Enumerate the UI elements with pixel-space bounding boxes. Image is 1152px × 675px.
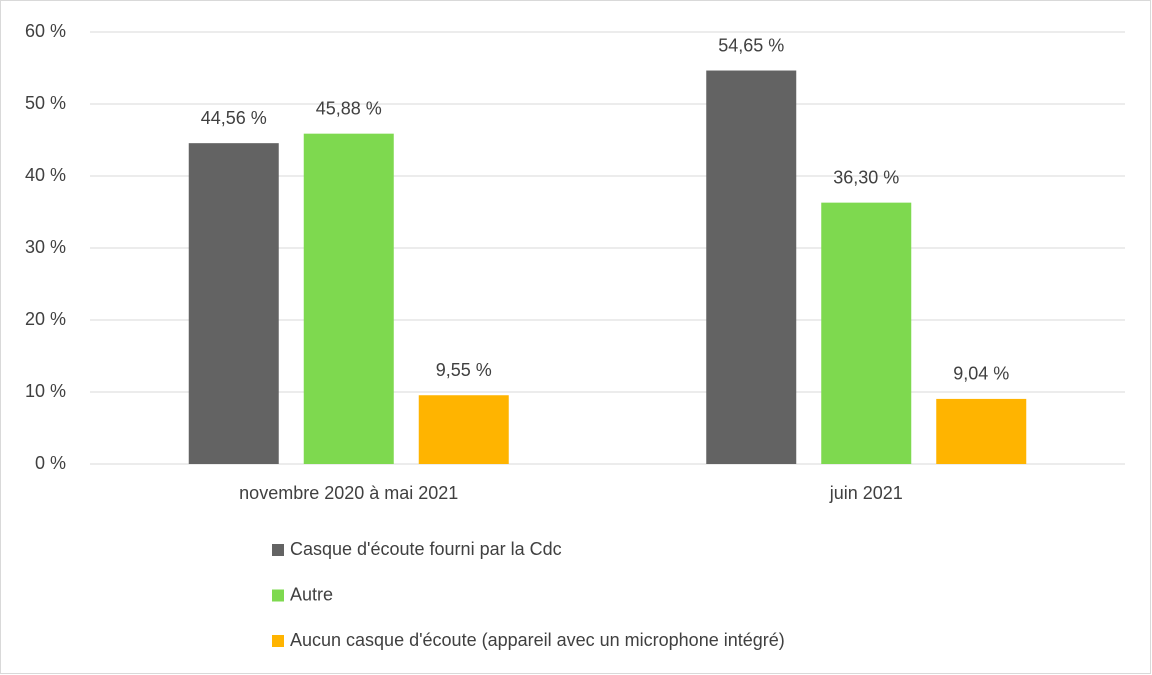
data-label: 9,55 %	[436, 360, 492, 380]
legend-label: Casque d'écoute fourni par la Cdc	[290, 539, 562, 559]
legend-label: Aucun casque d'écoute (appareil avec un …	[290, 630, 785, 650]
data-label: 9,04 %	[953, 364, 1009, 384]
y-tick-label: 20 %	[25, 309, 66, 329]
bar	[706, 70, 797, 465]
data-label: 54,65 %	[718, 35, 784, 55]
legend-swatch	[272, 635, 284, 647]
y-tick-label: 10 %	[25, 381, 66, 401]
bar	[418, 395, 509, 464]
x-tick-label: juin 2021	[829, 483, 903, 503]
bar	[188, 143, 279, 464]
data-label: 45,88 %	[316, 98, 382, 118]
legend-swatch	[272, 589, 284, 602]
y-tick-label: 30 %	[25, 237, 66, 257]
data-label: 36,30 %	[833, 167, 899, 187]
x-tick-label: novembre 2020 à mai 2021	[239, 483, 458, 503]
data-label: 44,56 %	[201, 108, 267, 128]
bar	[303, 133, 394, 464]
bar	[936, 398, 1027, 464]
y-tick-label: 0 %	[35, 453, 66, 473]
legend-label: Autre	[290, 584, 333, 604]
y-tick-label: 50 %	[25, 93, 66, 113]
legend-swatch	[272, 544, 284, 556]
y-tick-label: 40 %	[25, 165, 66, 185]
y-tick-label: 60 %	[25, 21, 66, 41]
bar	[821, 202, 912, 464]
